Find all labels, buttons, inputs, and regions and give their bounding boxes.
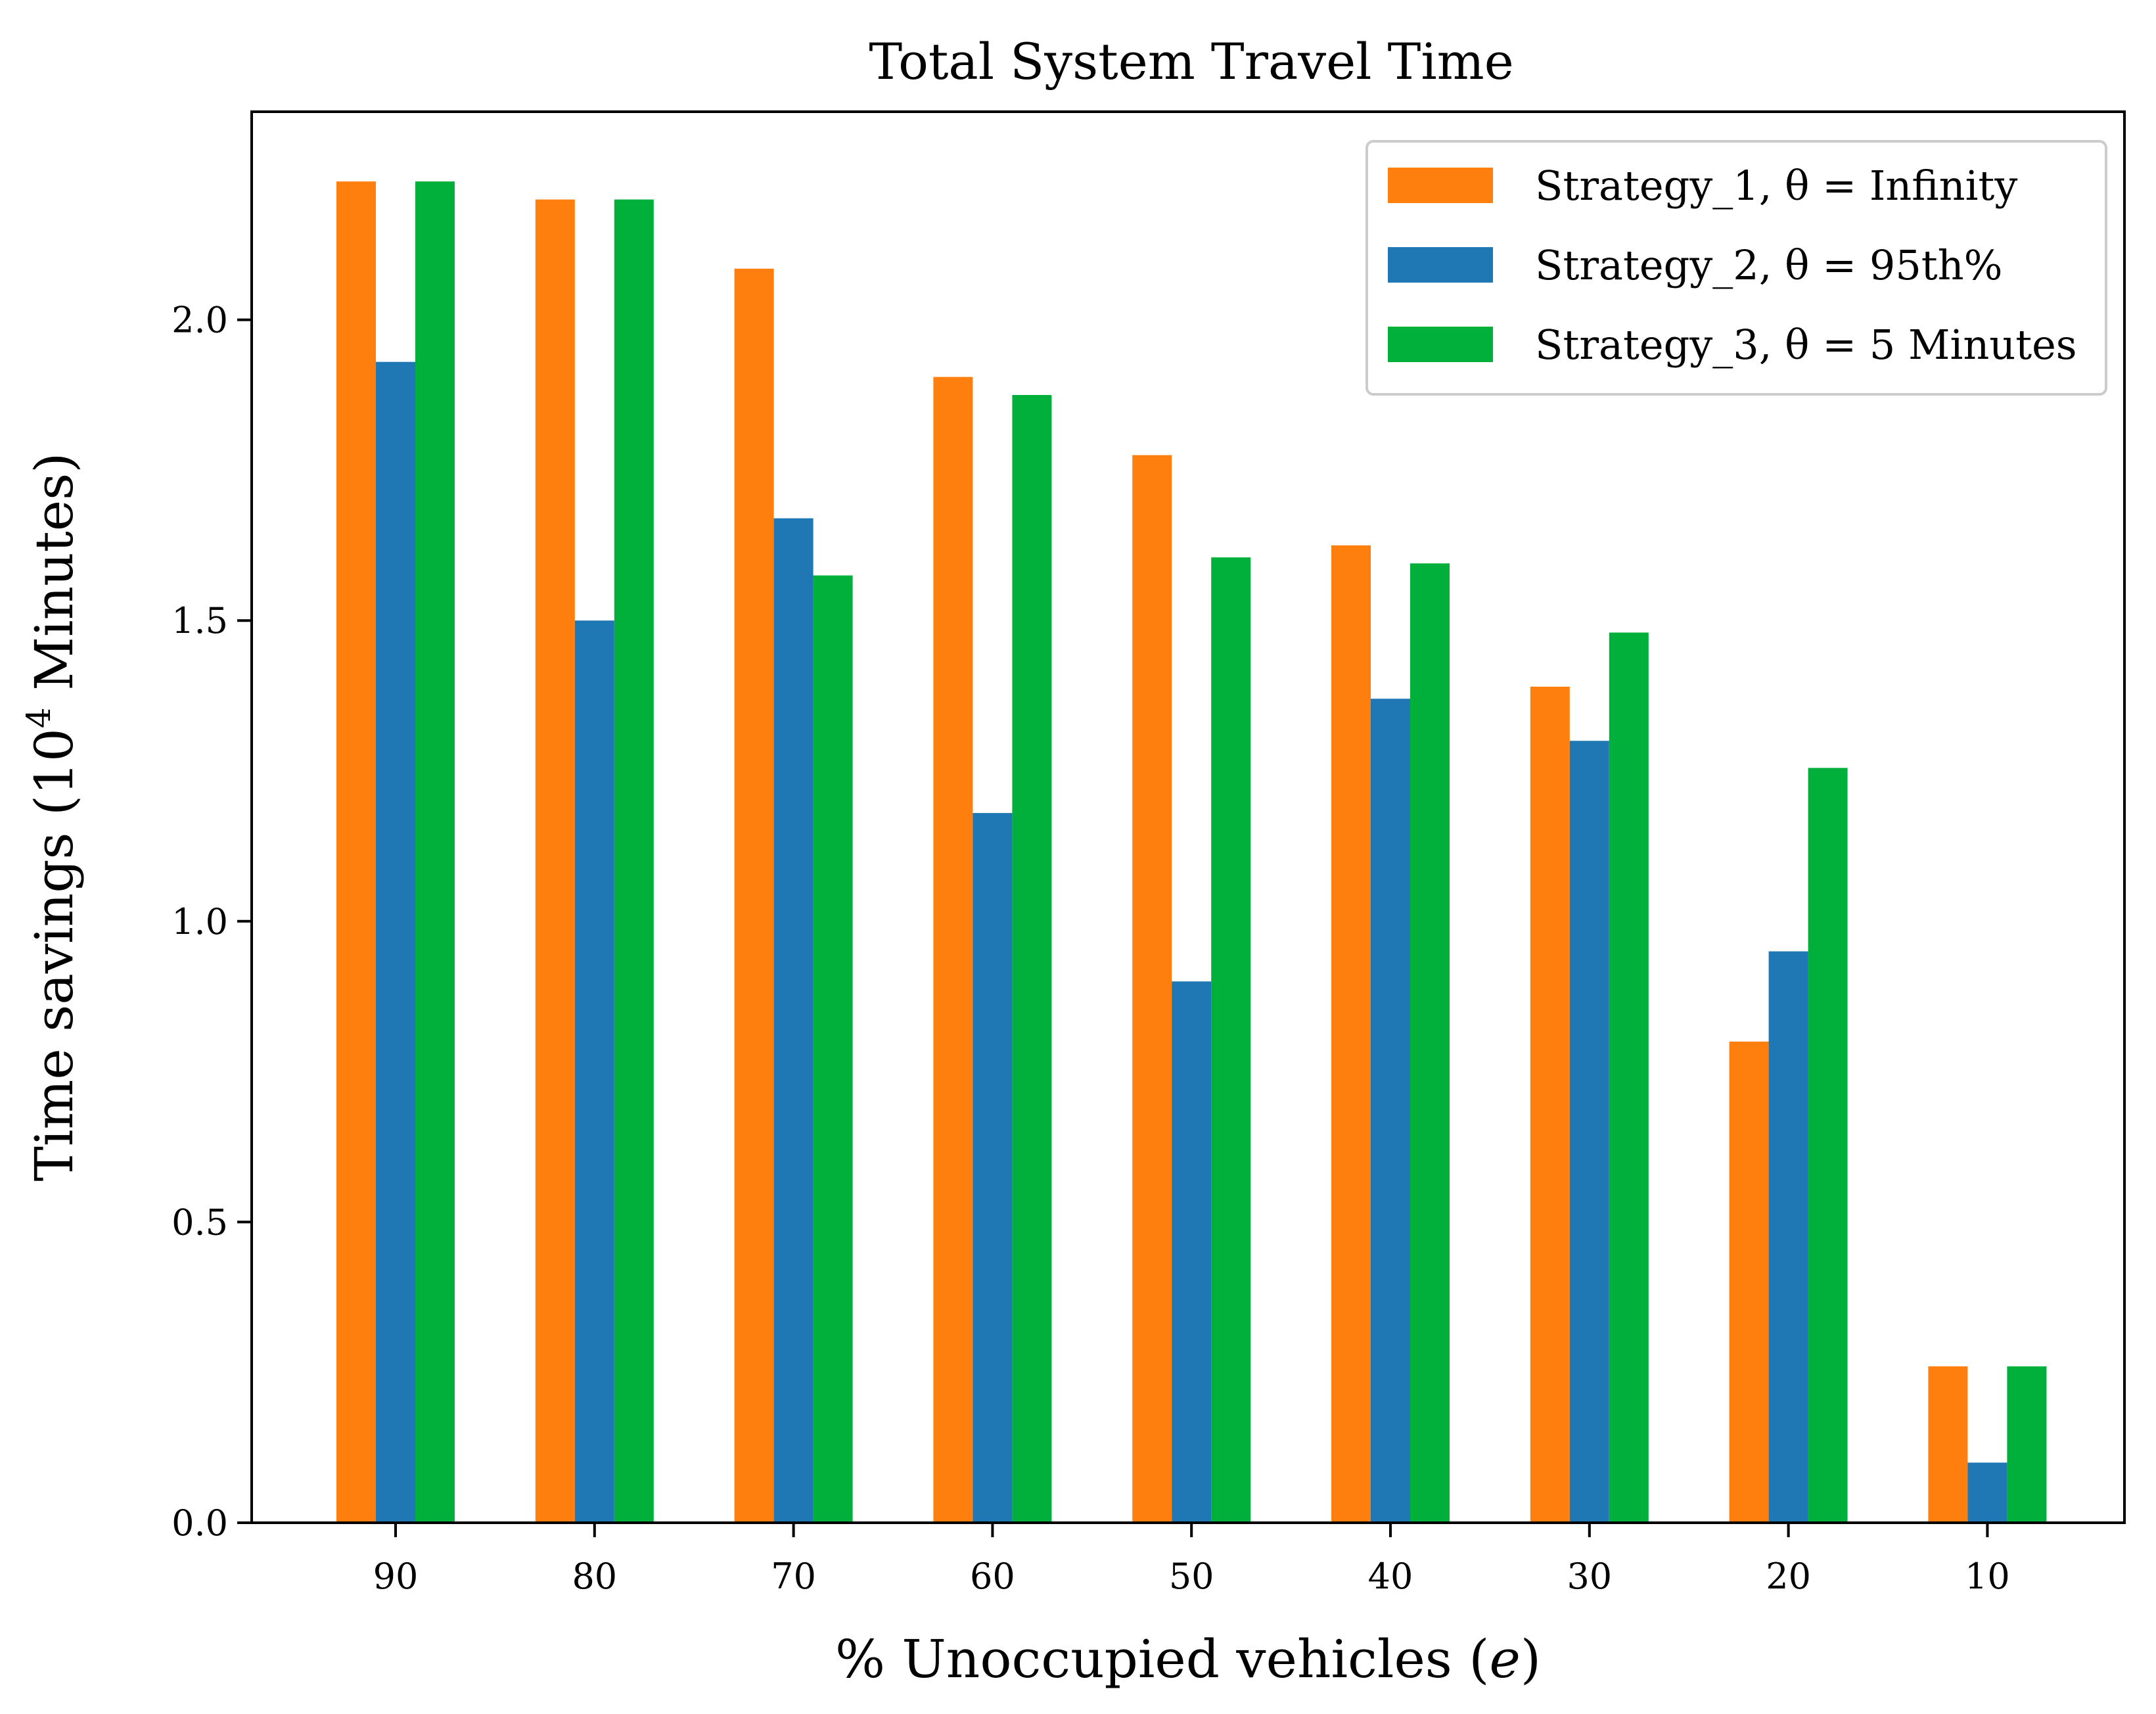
bar-s1-10 — [1928, 1366, 1968, 1523]
bar-s2-10 — [1967, 1462, 2007, 1523]
y-tick-label-1.0: 1.0 — [172, 901, 228, 942]
legend-swatch-strategy-1 — [1388, 168, 1493, 203]
bar-s1-70 — [734, 268, 774, 1523]
bar-s1-30 — [1530, 686, 1570, 1523]
x-tick-label-60: 60 — [970, 1556, 1015, 1597]
y-axis-label: Time savings (104 Minutes) — [20, 453, 85, 1182]
bar-s2-40 — [1371, 699, 1410, 1523]
x-axis-label-suffix: ) — [1521, 1629, 1541, 1690]
bar-s2-60 — [973, 813, 1013, 1523]
bar-s1-50 — [1132, 455, 1172, 1523]
x-tick-label-30: 30 — [1567, 1556, 1612, 1597]
plot-frame — [250, 110, 2126, 1524]
x-axis-label-variable: e — [1489, 1629, 1520, 1690]
legend: Strategy_1, θ = Infinity Strategy_2, θ =… — [1365, 140, 2107, 396]
bar-s3-40 — [1410, 563, 1450, 1523]
x-tick-label-80: 80 — [572, 1556, 617, 1597]
bar-s3-70 — [813, 575, 853, 1523]
x-axis-label-prefix: % Unoccupied vehicles ( — [835, 1629, 1490, 1690]
x-axis-ticks: 90 80 70 60 50 40 30 20 10 — [373, 1523, 2010, 1597]
bar-s3-60 — [1012, 395, 1052, 1523]
y-axis-ticks: 0.0 0.5 1.0 1.5 2.0 — [172, 300, 252, 1544]
x-axis-label: % Unoccupied vehicles (e) — [835, 1629, 1541, 1690]
x-tick-label-10: 10 — [1965, 1556, 2010, 1597]
bar-s3-90 — [415, 181, 455, 1523]
legend-swatch-strategy-2 — [1388, 247, 1493, 283]
bar-s1-20 — [1729, 1041, 1769, 1523]
y-tick-label-0.5: 0.5 — [172, 1201, 228, 1243]
bar-s2-50 — [1172, 981, 1212, 1523]
bar-s1-60 — [933, 377, 973, 1523]
bar-s3-10 — [2007, 1366, 2047, 1523]
y-axis-label-suffix: Minutes) — [24, 453, 85, 708]
chart-title: Total System Travel Time — [869, 32, 1513, 91]
bars-group — [336, 181, 2047, 1523]
legend-label-strategy-3: Strategy_3, θ = 5 Minutes — [1535, 321, 2077, 369]
bar-s1-90 — [336, 181, 376, 1523]
bar-s1-80 — [535, 199, 575, 1523]
bar-s2-20 — [1768, 951, 1808, 1523]
bar-s3-20 — [1808, 768, 1848, 1523]
bar-s2-70 — [773, 518, 814, 1523]
legend-frame — [1365, 140, 2107, 396]
y-tick-label-1.5: 1.5 — [172, 600, 228, 641]
bar-s3-80 — [614, 199, 654, 1523]
legend-label-strategy-1: Strategy_1, θ = Infinity — [1535, 162, 2017, 210]
bar-s1-40 — [1331, 545, 1371, 1523]
bar-s3-30 — [1609, 632, 1649, 1523]
x-tick-label-20: 20 — [1766, 1556, 1811, 1597]
bar-s2-30 — [1569, 741, 1609, 1523]
bar-s2-80 — [574, 620, 614, 1523]
bar-s3-50 — [1211, 557, 1251, 1523]
y-axis-label-exponent: 4 — [20, 707, 58, 728]
bar-s2-90 — [376, 361, 415, 1523]
x-tick-label-50: 50 — [1169, 1556, 1214, 1597]
legend-label-strategy-2: Strategy_2, θ = 95th% — [1535, 241, 2003, 289]
legend-swatch-strategy-3 — [1388, 327, 1493, 362]
y-tick-label-2.0: 2.0 — [172, 300, 228, 341]
x-tick-label-40: 40 — [1368, 1556, 1413, 1597]
x-tick-label-70: 70 — [771, 1556, 816, 1597]
y-tick-label-0.0: 0.0 — [172, 1502, 228, 1544]
y-axis-label-prefix: Time savings (10 — [24, 728, 85, 1181]
x-tick-label-90: 90 — [373, 1556, 419, 1597]
